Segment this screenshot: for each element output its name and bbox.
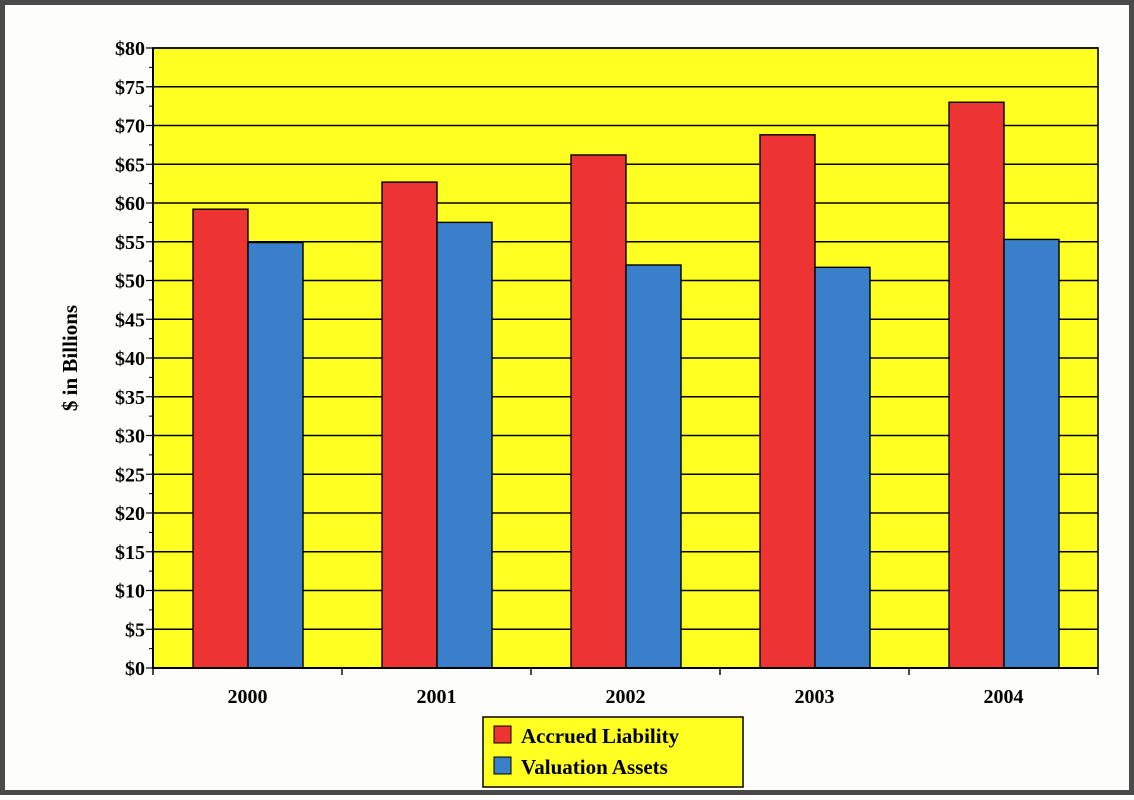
y-tick-label: $35 — [115, 387, 145, 409]
y-tick-label: $15 — [115, 542, 145, 564]
y-tick-label: $20 — [115, 503, 145, 525]
y-tick-label: $0 — [125, 658, 145, 680]
y-tick-label: $60 — [115, 193, 145, 215]
bar-accrued-liability-2001 — [381, 181, 438, 669]
bar-valuation-assets-2003 — [814, 266, 871, 669]
x-tick-label: 2003 — [795, 686, 835, 708]
y-tick-label: $30 — [115, 426, 145, 448]
plot-border — [152, 47, 1099, 669]
legend-swatch-valuation-assets — [493, 756, 512, 775]
x-tick-label: 2000 — [228, 686, 268, 708]
y-tick-label: $5 — [125, 619, 145, 641]
bar-valuation-assets-2004 — [1003, 238, 1060, 669]
bar-accrued-liability-2004 — [948, 101, 1005, 669]
legend-label-valuation-assets: Valuation Assets — [521, 755, 668, 779]
y-tick-label: $10 — [115, 581, 145, 603]
y-axis-title: $ in Billions — [58, 305, 82, 411]
bar-accrued-liability-2002 — [570, 154, 627, 669]
y-tick-label: $50 — [115, 271, 145, 293]
x-tick-label: 2002 — [606, 686, 646, 708]
x-tick-labels: 2000 2001 2002 2003 2004 — [228, 686, 1024, 708]
bar-valuation-assets-2001 — [436, 221, 493, 669]
x-tick-label: 2001 — [417, 686, 457, 708]
y-tick-label: $65 — [115, 154, 145, 176]
bar-accrued-liability-2003 — [759, 134, 816, 669]
y-tick-label: $80 — [115, 38, 145, 60]
bars — [192, 101, 1060, 669]
y-tick-label: $40 — [115, 348, 145, 370]
y-tick-label: $55 — [115, 232, 145, 254]
x-tick-label: 2004 — [984, 686, 1024, 708]
y-tick-label: $45 — [115, 309, 145, 331]
legend: Accrued Liability Valuation Assets — [482, 716, 744, 788]
legend-swatch-accrued-liability — [493, 725, 512, 744]
legend-box — [482, 716, 744, 788]
bar-valuation-assets-2000 — [247, 241, 304, 669]
y-tick-labels: $0 $5 $10 $15 $20 $25 $30 $35 $40 $45 $50 $55 $60 $65… — [115, 38, 145, 680]
legend-label-accrued-liability: Accrued Liability — [521, 724, 680, 748]
y-tick-label: $70 — [115, 116, 145, 138]
y-tick-label: $75 — [115, 77, 145, 99]
axes — [146, 47, 1099, 675]
bar-chart: $0 $5 $10 $15 $20 $25 $30 $35 $40 $45 $50 $55 $60 $65… — [58, 38, 1099, 788]
bar-accrued-liability-2000 — [192, 208, 249, 669]
y-tick-label: $25 — [115, 464, 145, 486]
bar-valuation-assets-2002 — [625, 264, 682, 669]
